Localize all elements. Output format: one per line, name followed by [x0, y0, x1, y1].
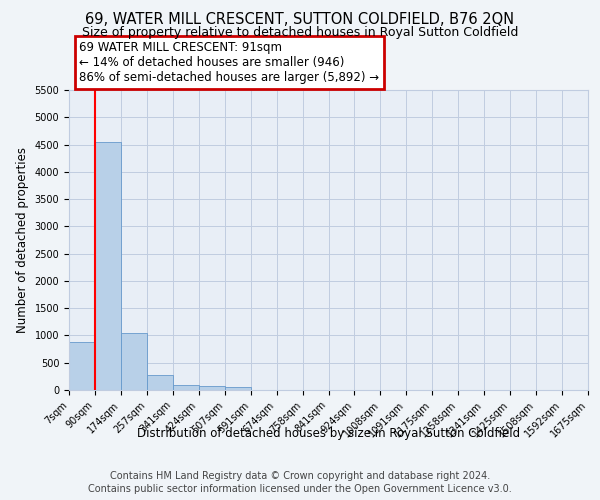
Text: 69 WATER MILL CRESCENT: 91sqm
← 14% of detached houses are smaller (946)
86% of : 69 WATER MILL CRESCENT: 91sqm ← 14% of d…: [79, 41, 380, 84]
Text: Contains HM Land Registry data © Crown copyright and database right 2024.: Contains HM Land Registry data © Crown c…: [110, 471, 490, 481]
Bar: [121, 332, 147, 390]
Bar: [147, 374, 173, 390]
Bar: [95, 142, 121, 390]
Bar: [69, 342, 95, 390]
Text: 69, WATER MILL CRESCENT, SUTTON COLDFIELD, B76 2QN: 69, WATER MILL CRESCENT, SUTTON COLDFIEL…: [85, 12, 515, 28]
Text: Distribution of detached houses by size in Royal Sutton Coldfield: Distribution of detached houses by size …: [137, 428, 520, 440]
Bar: [173, 385, 199, 390]
Text: Size of property relative to detached houses in Royal Sutton Coldfield: Size of property relative to detached ho…: [82, 26, 518, 39]
Text: Contains public sector information licensed under the Open Government Licence v3: Contains public sector information licen…: [88, 484, 512, 494]
Y-axis label: Number of detached properties: Number of detached properties: [16, 147, 29, 333]
Bar: [224, 387, 251, 390]
Bar: [199, 386, 224, 390]
